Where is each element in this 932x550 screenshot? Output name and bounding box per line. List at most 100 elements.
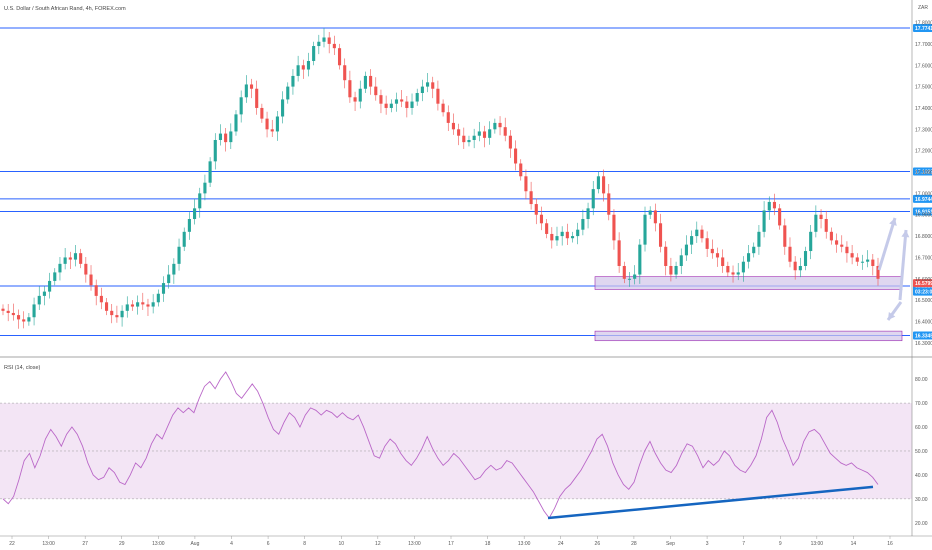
candle-body (819, 214, 823, 220)
candle-body (752, 246, 756, 254)
candle-body (860, 261, 865, 263)
chart-title: U.S. Dollar / South African Rand, 4h, FO… (4, 6, 126, 12)
candle-body (22, 319, 26, 322)
candle-body (850, 253, 854, 258)
candle-body (110, 310, 114, 316)
candle-body (405, 101, 409, 108)
time-tick-label: 9 (779, 541, 782, 547)
candle-body (198, 193, 202, 209)
candle-body (570, 236, 575, 239)
candle-body (658, 223, 663, 247)
candle-body (239, 97, 243, 115)
level-badge (913, 167, 932, 176)
arrow-up-head (901, 230, 910, 238)
candle-body (120, 310, 124, 318)
candle-body (394, 99, 399, 104)
candle-body (84, 263, 88, 275)
candle-body (503, 127, 507, 136)
time-tick-label: 4 (230, 541, 233, 547)
candle-body (508, 135, 512, 149)
time-tick-label: 26 (595, 541, 601, 547)
candle-body (596, 176, 600, 190)
arrow-up-right (877, 217, 897, 271)
candle-body (653, 210, 657, 224)
candle-body (529, 191, 533, 205)
rsi-tick-label: 40.00 (915, 473, 928, 479)
zones (594, 276, 903, 342)
arrow-up (898, 229, 908, 301)
candle-body (814, 214, 818, 232)
candle-body (203, 182, 207, 194)
candle-body (772, 201, 777, 209)
candle-body (224, 133, 228, 143)
candle-body (607, 193, 611, 215)
candle-body (369, 75, 373, 87)
candle-body (327, 37, 331, 44)
candle-body (136, 302, 140, 307)
candle-body (710, 248, 714, 254)
rsi-trendline[interactable] (547, 485, 874, 520)
support-zone[interactable] (594, 276, 903, 290)
candle-body (281, 99, 285, 117)
candle-body (648, 210, 652, 215)
time-tick-label: 3 (706, 541, 709, 547)
rsi-tick-label: 80.00 (915, 377, 928, 383)
candle-body (803, 251, 808, 266)
time-tick-label: 24 (558, 541, 564, 547)
candle-body (306, 60, 311, 70)
candle-body (213, 139, 217, 162)
time-tick-label: 13:00 (518, 541, 531, 547)
rsi-line[interactable] (2, 371, 879, 519)
candle-body (99, 295, 103, 303)
candle-body (141, 302, 145, 305)
candle-body (322, 37, 326, 42)
candle-body (167, 274, 171, 284)
time-tick-label: 10 (338, 541, 344, 547)
candle-body (467, 139, 471, 143)
price-tick-label: 17.50000 (915, 85, 932, 91)
price-tick-label: 16.90000 (915, 213, 932, 219)
candle-body (337, 48, 342, 66)
price-tick-label: 17.70000 (915, 42, 932, 48)
candle-body (576, 229, 580, 237)
candle-body (462, 135, 466, 143)
candle-body (79, 253, 83, 264)
candle-body (539, 214, 544, 224)
candle-body (555, 236, 559, 241)
candle-body (835, 240, 839, 245)
price-tick-label: 17.20000 (915, 149, 932, 155)
candle-body (291, 75, 295, 87)
candle-body (757, 231, 761, 247)
candle-body (187, 219, 191, 232)
level-badge-label: 16.97447 (915, 197, 932, 203)
candle-body (296, 65, 300, 76)
candle-body (161, 283, 166, 294)
candle-body (493, 122, 497, 130)
candle-body (151, 302, 155, 307)
candle-body (68, 257, 72, 260)
candle-body (16, 315, 21, 320)
candle-body (498, 122, 502, 128)
candle-body (312, 46, 316, 61)
rsi-tick-label: 50.00 (915, 449, 928, 455)
candle-body (679, 255, 683, 266)
candle-body (840, 244, 844, 247)
level-badge (913, 207, 932, 216)
support-zone[interactable] (594, 330, 903, 342)
candle-body (664, 246, 668, 266)
candle-body (32, 304, 36, 318)
candle-body (617, 240, 621, 266)
candle-body (871, 259, 875, 266)
time-tick-label: 28 (631, 541, 637, 547)
candle-body (488, 129, 492, 138)
candle-body (855, 257, 859, 262)
price-tick-label: 17.00000 (915, 191, 932, 197)
candle-body (824, 219, 828, 232)
candle-body (358, 88, 362, 102)
candle-body (270, 129, 274, 132)
candle-body (53, 272, 57, 281)
price-tick-label: 16.70000 (915, 255, 932, 261)
candle-body (332, 43, 336, 49)
